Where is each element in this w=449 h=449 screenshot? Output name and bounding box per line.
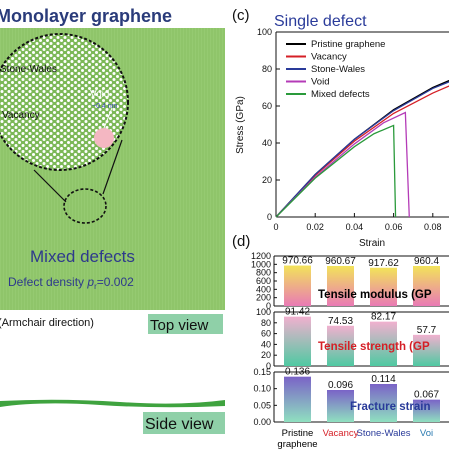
legend-label: Pristine graphene (311, 39, 385, 50)
legend-label: Stone-Wales (311, 64, 365, 75)
y-tick-label: 40 (261, 339, 271, 349)
void-size-label: ~0.4 nm (92, 103, 118, 110)
category-label: Vacancy (323, 428, 359, 439)
y-tick-label: 0.15 (253, 367, 271, 377)
stress-strain-chart: (c) Single defect Strain Stress (GPa) 0 2… (232, 7, 449, 249)
bar-value-label: 57.7 (417, 325, 437, 336)
bar (413, 334, 440, 366)
category-label: Voi (420, 428, 433, 439)
bar (327, 325, 354, 366)
y-tick-label: 0.10 (253, 384, 271, 394)
legend-label: Void (311, 77, 330, 88)
direction-label: (Armchair direction) (0, 317, 94, 329)
side-view-badge (143, 412, 225, 434)
subplot-title: Tensile strength (GP (318, 341, 430, 353)
bar-value-label: 917.62 (368, 258, 399, 269)
subplot-title: Fracture strain (350, 401, 431, 413)
x-tick-label: 0.06 (385, 222, 403, 232)
connector-left (33, 169, 67, 203)
category-label: graphene (277, 439, 317, 449)
y-tick-label: 1200 (251, 251, 271, 261)
side-view-label: Side view (145, 416, 214, 433)
zoom-circle-outline (0, 33, 129, 171)
bar (370, 384, 397, 422)
series-line (275, 111, 410, 218)
y-tick-label: 800 (256, 268, 271, 278)
bar (413, 265, 440, 306)
y-tick-label: 40 (262, 138, 272, 148)
mixed-defects-title: Mixed defects (30, 247, 135, 266)
panel-c-label: (c) (232, 7, 250, 24)
series-line (275, 79, 449, 218)
graphene-panel: Monolayer graphene Stone-Wales Vacancy V… (0, 6, 225, 434)
bar-value-label: 82.17 (371, 312, 396, 323)
category-label: Pristine (282, 428, 314, 439)
top-view-badge (148, 314, 223, 334)
void-defect (94, 128, 114, 148)
bar (284, 376, 311, 422)
small-circle (63, 188, 107, 224)
category-label: Stone-Wales (356, 428, 410, 439)
panel-d-label: (d) (232, 233, 250, 250)
legend-label: Vacancy (311, 52, 347, 63)
bar-value-label: 970.66 (282, 256, 313, 267)
series-line (275, 124, 397, 218)
y-tick-label: 100 (257, 27, 272, 37)
x-tick-label: 0.08 (424, 222, 442, 232)
connector-right (102, 139, 123, 195)
bar-value-label: 960.67 (325, 256, 356, 267)
bar (413, 399, 440, 422)
y-tick-label: 0 (267, 212, 272, 222)
x-tick-label: 0.04 (346, 222, 364, 232)
void-label: Void (90, 89, 109, 100)
bar-value-label: 960.4 (414, 256, 439, 267)
y-tick-label: 60 (262, 101, 272, 111)
y-tick-label: 80 (261, 318, 271, 328)
bar-value-label: 0.114 (371, 374, 396, 385)
y-tick-label: 20 (262, 175, 272, 185)
subplot-title: Tensile modulus (GP (318, 289, 432, 301)
y-tick-label: 1000 (251, 259, 271, 269)
bar (327, 390, 354, 422)
y-tick-label: 200 (256, 293, 271, 303)
bar (327, 265, 354, 306)
y-axis-label: Stress (GPa) (235, 96, 246, 154)
x-tick-label: 0 (273, 222, 278, 232)
chart-c-title: Single defect (274, 13, 367, 30)
bar-value-label: 0.136 (285, 367, 310, 378)
stone-wales-label: Stone-Wales (0, 64, 57, 75)
vacancy-label: Vacancy (2, 110, 40, 121)
bar (284, 316, 311, 366)
panel-title: Monolayer graphene (0, 6, 172, 26)
series-line (275, 85, 449, 218)
bar (370, 267, 397, 306)
bar-value-label: 91.42 (285, 307, 310, 318)
bar (370, 321, 397, 366)
y-tick-label: 60 (261, 329, 271, 339)
series-line (275, 81, 449, 218)
void-pointer (103, 107, 113, 129)
y-tick-label: 600 (256, 276, 271, 286)
bar (284, 265, 311, 306)
y-tick-label: 20 (261, 350, 271, 360)
x-axis-label: Strain (359, 238, 385, 249)
x-tick-label: 0.02 (306, 222, 324, 232)
y-tick-label: 80 (262, 64, 272, 74)
legend-label: Mixed defects (311, 89, 370, 100)
side-view-sheet (0, 399, 225, 408)
defect-density: Defect density pr=0.002 (8, 275, 134, 291)
bar-value-label: 74.53 (328, 316, 353, 327)
y-tick-label: 0 (266, 301, 271, 311)
bar-value-label: 0.096 (328, 380, 353, 391)
top-view-label: Top view (150, 317, 209, 334)
y-tick-label: 0.05 (253, 400, 271, 410)
y-tick-label: 400 (256, 284, 271, 294)
bar-value-label: 0.067 (414, 390, 439, 401)
y-tick-label: 0 (266, 361, 271, 371)
y-tick-label: 0.00 (253, 417, 271, 427)
y-tick-label: 100 (256, 307, 271, 317)
